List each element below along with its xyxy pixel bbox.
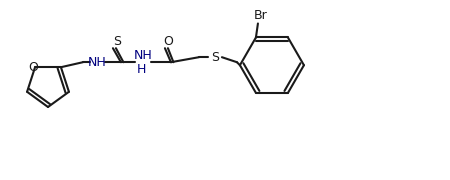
Text: S: S xyxy=(211,51,219,64)
Text: O: O xyxy=(163,35,173,48)
Text: S: S xyxy=(113,35,122,48)
Text: Br: Br xyxy=(254,9,268,22)
Text: NH: NH xyxy=(88,56,106,69)
Text: NH: NH xyxy=(134,49,152,62)
Text: O: O xyxy=(28,61,38,74)
Text: H: H xyxy=(137,63,147,76)
